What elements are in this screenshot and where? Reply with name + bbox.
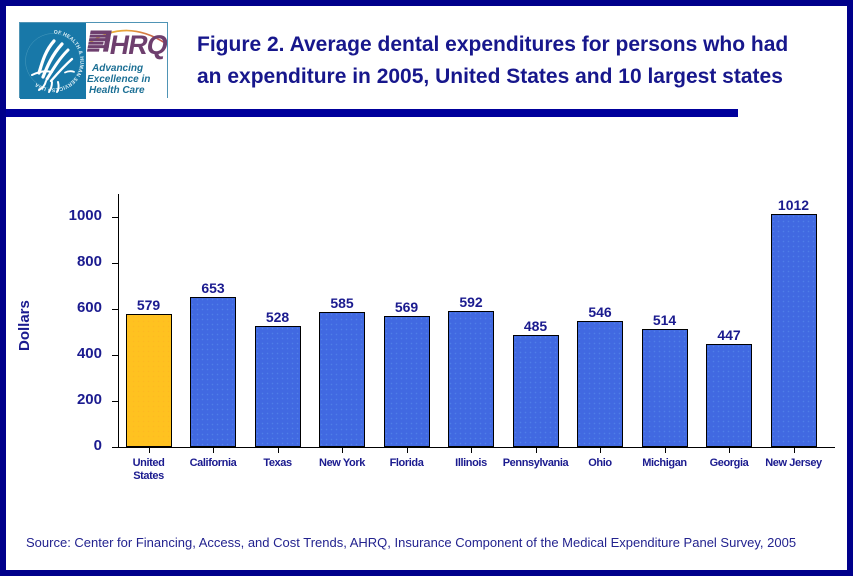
svg-text:Advancing: Advancing bbox=[91, 63, 143, 74]
svg-text:Health Care: Health Care bbox=[89, 85, 145, 96]
svg-text:Excellence in: Excellence in bbox=[87, 74, 150, 85]
svg-text:HRQ: HRQ bbox=[108, 29, 167, 60]
